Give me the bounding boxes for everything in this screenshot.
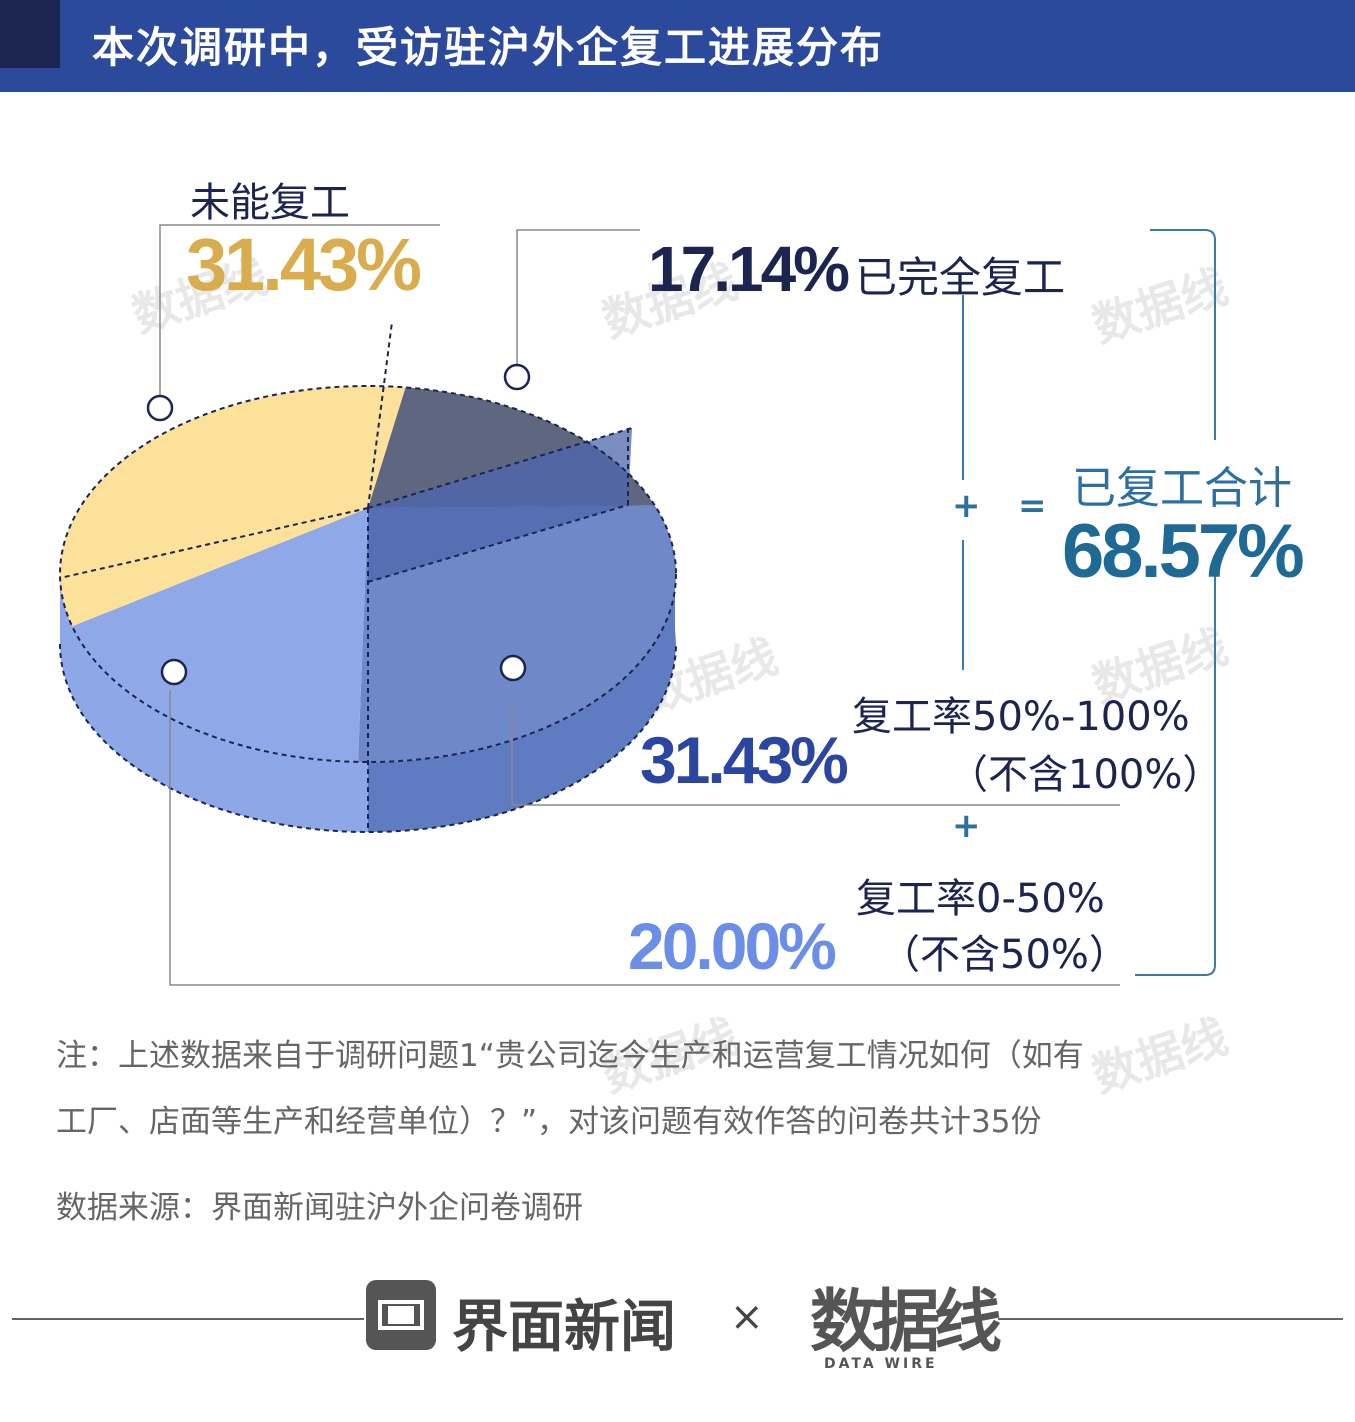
pie-divider xyxy=(59,507,369,579)
note-line-1: 注：上述数据来自于调研问题1“贵公司迄今生产和运营复工情况如何（如有 xyxy=(56,1038,1084,1074)
pie-divider xyxy=(367,504,629,583)
brand-datawire-sub: DATA WIRE xyxy=(824,1356,938,1372)
pie-side-dark xyxy=(368,560,676,832)
page-title: 本次调研中，受访驻沪外企复工进展分布 xyxy=(92,23,885,72)
slice-label-low: 复工率0-50% xyxy=(856,876,1105,922)
marker-dot xyxy=(160,658,188,686)
pie-inner-wall xyxy=(368,428,632,582)
leader-line-half xyxy=(511,707,1120,806)
header-accent-block xyxy=(0,0,60,68)
equals-sign: = xyxy=(1018,486,1047,526)
footer-rule xyxy=(998,1318,1343,1320)
jiemian-logo-icon xyxy=(366,1280,436,1350)
pie-slice-3 xyxy=(60,386,406,627)
leader-line-full xyxy=(516,229,640,377)
slice-value-full: 17.14% xyxy=(648,233,850,305)
slice-label-unresumed: 未能复工 xyxy=(190,180,350,226)
plus-sign: + xyxy=(952,486,981,526)
marker-dot xyxy=(146,394,174,422)
brand-times: × xyxy=(730,1294,764,1340)
brand-jiemian: 界面新闻 xyxy=(452,1295,676,1360)
brand-datawire: 数据线 xyxy=(810,1283,1002,1362)
slice-label-full: 已完全复工 xyxy=(855,253,1066,302)
slice-sublabel-low: （不含50%） xyxy=(880,932,1129,978)
marker-dot xyxy=(503,363,531,391)
pie-slice-2 xyxy=(72,508,369,762)
slice-sublabel-half: （不含100%） xyxy=(948,752,1223,798)
source-note: 数据来源：界面新闻驻沪外企问卷调研 xyxy=(56,1190,583,1226)
pie-divider xyxy=(367,321,393,509)
leader-line-low xyxy=(169,690,1120,986)
total-value: 68.57% xyxy=(1062,509,1305,594)
pie-divider xyxy=(367,427,633,509)
pie-top-outline xyxy=(59,385,677,763)
note-line-2: 工厂、店面等生产和经营单位）？”，对该问题有效作答的问卷共计35份 xyxy=(56,1104,1042,1140)
slice-value-half: 31.43% xyxy=(640,723,849,797)
slice-value-low: 20.00% xyxy=(628,909,837,983)
plus-sign: + xyxy=(952,806,981,846)
slice-value-unresumed: 31.43% xyxy=(186,223,422,306)
pie-slice-1 xyxy=(358,505,676,763)
total-bracket xyxy=(1150,229,1216,440)
pie-side-light xyxy=(60,578,368,832)
footer-rule xyxy=(12,1318,364,1320)
header-bar: 本次调研中，受访驻沪外企复工进展分布 xyxy=(0,0,1355,92)
slice-label-half: 复工率50%-100% xyxy=(852,694,1190,740)
total-label: 已复工合计 xyxy=(1072,463,1292,514)
leader-line-unresumed xyxy=(159,224,440,408)
marker-dot xyxy=(499,654,527,682)
total-bracket xyxy=(1135,575,1216,976)
